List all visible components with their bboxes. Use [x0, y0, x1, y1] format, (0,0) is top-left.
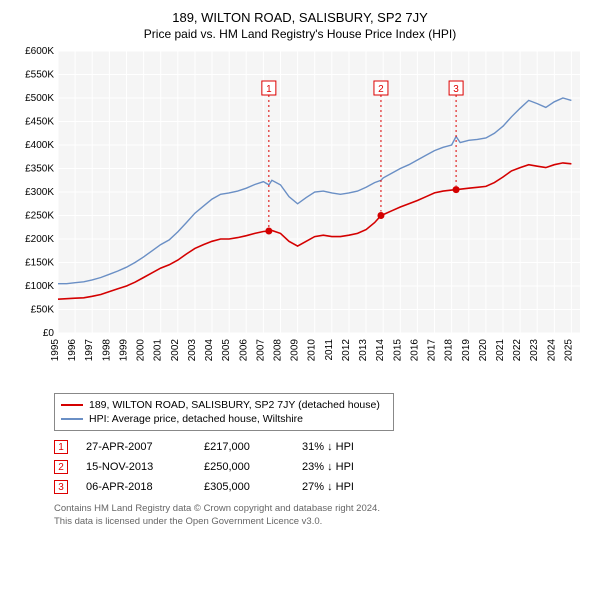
y-tick-label: £450K — [25, 117, 54, 128]
chart-title-address: 189, WILTON ROAD, SALISBURY, SP2 7JY — [12, 10, 588, 25]
y-tick-label: £150K — [25, 258, 54, 269]
x-tick-label: 2023 — [529, 339, 540, 362]
x-tick-label: 1998 — [101, 339, 112, 362]
chart-area: £0 £50K £100K £150K £200K £250K £300K £350K £400… — [16, 47, 580, 387]
legend-swatch — [61, 404, 83, 406]
x-tick-label: 2015 — [392, 339, 403, 362]
footer-line-2: This data is licensed under the Open Gov… — [54, 516, 580, 529]
y-tick-label: £50K — [31, 305, 55, 316]
sale-marker-dot — [377, 212, 384, 219]
sale-row-diff: 23% ↓ HPI — [302, 461, 392, 473]
legend-label: HPI: Average price, detached house, Wilt… — [89, 413, 303, 425]
x-tick-label: 2010 — [307, 339, 318, 362]
sale-row-price: £217,000 — [204, 441, 284, 453]
x-tick-label: 2002 — [170, 339, 181, 362]
y-tick-label: £400K — [25, 140, 54, 151]
legend-row: HPI: Average price, detached house, Wilt… — [61, 412, 387, 426]
sale-row: 1 27-APR-2007 £217,000 31% ↓ HPI — [54, 437, 580, 457]
legend-row: 189, WILTON ROAD, SALISBURY, SP2 7JY (de… — [61, 398, 387, 412]
y-tick-label: £100K — [25, 281, 54, 292]
x-tick-label: 1999 — [118, 339, 129, 362]
x-tick-label: 2016 — [409, 339, 420, 362]
sale-marker-dot — [265, 228, 272, 235]
x-tick-label: 2013 — [358, 339, 369, 362]
x-tick-label: 2024 — [546, 339, 557, 362]
x-tick-label: 1996 — [67, 339, 78, 362]
sales-table: 1 27-APR-2007 £217,000 31% ↓ HPI 2 15-NOV-201… — [54, 437, 580, 497]
sale-row: 3 06-APR-2018 £305,000 27% ↓ HPI — [54, 477, 580, 497]
sale-marker-dot — [453, 186, 460, 193]
x-tick-label: 2009 — [290, 339, 301, 362]
y-tick-label: £550K — [25, 70, 54, 81]
y-tick-label: £200K — [25, 234, 54, 245]
y-tick-label: £500K — [25, 93, 54, 104]
x-tick-label: 1997 — [84, 339, 95, 362]
sale-row-marker: 1 — [54, 440, 68, 454]
x-tick-label: 2005 — [221, 339, 232, 362]
sale-row-price: £305,000 — [204, 481, 284, 493]
sale-row-marker: 3 — [54, 480, 68, 494]
sale-row-diff: 31% ↓ HPI — [302, 441, 392, 453]
sale-row-diff: 27% ↓ HPI — [302, 481, 392, 493]
chart-subtitle: Price paid vs. HM Land Registry's House … — [12, 27, 588, 41]
chart-container: 189, WILTON ROAD, SALISBURY, SP2 7JY Pri… — [0, 0, 600, 537]
x-tick-label: 2000 — [136, 339, 147, 362]
y-tick-label: £250K — [25, 211, 54, 222]
legend-swatch — [61, 418, 83, 420]
legend-label: 189, WILTON ROAD, SALISBURY, SP2 7JY (de… — [89, 399, 380, 411]
title-block: 189, WILTON ROAD, SALISBURY, SP2 7JY Pri… — [12, 10, 588, 41]
x-tick-label: 1995 — [50, 339, 61, 362]
x-tick-label: 2001 — [153, 339, 164, 362]
sale-marker-number: 2 — [378, 84, 384, 95]
sale-row-price: £250,000 — [204, 461, 284, 473]
footer-attribution: Contains HM Land Registry data © Crown c… — [54, 503, 580, 529]
x-tick-label: 2019 — [461, 339, 472, 362]
sale-row: 2 15-NOV-2013 £250,000 23% ↓ HPI — [54, 457, 580, 477]
chart-legend: 189, WILTON ROAD, SALISBURY, SP2 7JY (de… — [54, 393, 394, 431]
x-tick-label: 2020 — [478, 339, 489, 362]
x-tick-label: 2014 — [375, 339, 386, 362]
y-tick-label: £350K — [25, 164, 54, 175]
x-tick-label: 2011 — [324, 339, 335, 361]
x-tick-label: 2017 — [427, 339, 438, 362]
x-tick-label: 2018 — [444, 339, 455, 362]
sale-row-marker: 2 — [54, 460, 68, 474]
sale-marker-number: 1 — [266, 84, 272, 95]
y-tick-label: £600K — [25, 47, 54, 57]
x-tick-label: 2004 — [204, 339, 215, 362]
y-tick-label: £0 — [43, 328, 55, 339]
x-tick-label: 2022 — [512, 339, 523, 362]
y-tick-label: £300K — [25, 187, 54, 198]
x-tick-label: 2003 — [187, 339, 198, 362]
x-tick-label: 2008 — [272, 339, 283, 362]
footer-line-1: Contains HM Land Registry data © Crown c… — [54, 503, 580, 516]
sale-row-date: 27-APR-2007 — [86, 441, 186, 453]
x-tick-label: 2012 — [341, 339, 352, 362]
x-tick-label: 2025 — [563, 339, 574, 362]
x-tick-label: 2007 — [255, 339, 266, 362]
sale-row-date: 06-APR-2018 — [86, 481, 186, 493]
x-tick-label: 2021 — [495, 339, 506, 362]
sale-row-date: 15-NOV-2013 — [86, 461, 186, 473]
line-chart-svg: £0 £50K £100K £150K £200K £250K £300K £350K £400… — [16, 47, 592, 377]
sale-marker-number: 3 — [453, 84, 459, 95]
x-tick-label: 2006 — [238, 339, 249, 362]
